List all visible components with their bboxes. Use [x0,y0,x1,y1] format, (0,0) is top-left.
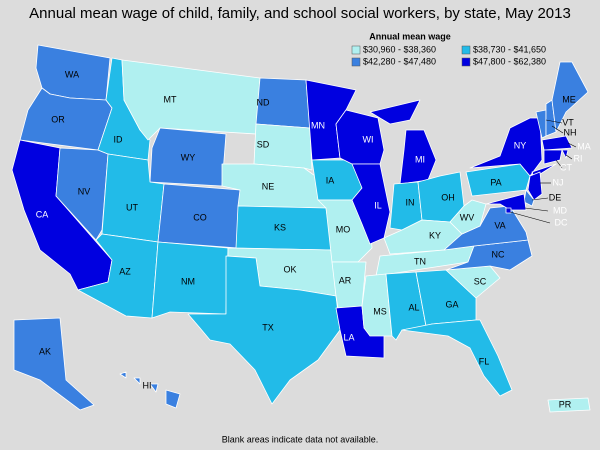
state-region [13,317,95,411]
state-label: MA [577,141,591,151]
legend-swatch [461,57,471,67]
state-labels: WA OR CA NV ID MT WY UT AZ CO NM ND SD NE KS OK TX MN IA MO… [36,69,591,409]
state-label: NE [262,181,275,191]
state-label: ME [562,94,576,104]
state-region [97,57,151,161]
state-label: SD [257,139,270,149]
state-label: NY [514,140,527,150]
leaders [509,119,577,224]
title: Annual mean wage of child, family, and s… [29,5,571,22]
state-label: CO [193,212,207,222]
legend-swatch [351,57,361,67]
state-label: NH [564,127,577,137]
legend-swatch [351,45,361,55]
state-label: MO [336,224,351,234]
state-label: KS [274,222,286,232]
state-label: AR [339,275,352,285]
state-region [543,149,563,165]
state-label: IA [326,175,335,185]
state-label: VA [494,220,505,230]
state-label: MN [311,120,325,130]
state-label: RI [574,153,583,163]
state-label: WA [65,69,79,79]
state-label: FL [479,356,490,366]
state-label: CT [560,162,572,172]
legend-label: $47,800 - $62,380 [473,56,546,66]
state-label: ID [114,134,124,144]
state-label: VT [562,117,574,127]
legend-label: $38,730 - $41,650 [473,44,546,54]
state-label: TX [262,322,274,332]
state-region [527,171,543,201]
state-region [547,397,591,413]
state-label: MS [373,306,387,316]
state-label: NV [78,186,91,196]
legend-label: $30,960 - $38,360 [363,44,436,54]
state-label: SC [474,276,487,286]
state-label: OH [441,192,455,202]
state-label: MI [415,154,425,164]
state-label: UT [126,202,138,212]
state-label: IN [406,197,415,207]
state-region [485,193,527,211]
state-label: CA [36,209,49,219]
state-region [443,205,529,251]
legend-label: $42,280 - $47,480 [363,56,436,66]
state-label: NM [181,276,195,286]
legend: Annual mean wage $30,960 - $38,360 $38,73… [351,31,546,67]
state-region [149,127,227,187]
note: Blank areas indicate data not available. [222,434,379,444]
state-region [445,239,533,271]
state-region [351,163,391,245]
state-region [253,123,313,171]
state-label: DC [555,217,568,227]
state-label: PA [490,177,501,187]
states [11,44,591,413]
state-region [541,135,573,151]
state-label: KY [429,230,441,240]
state-label: LA [343,332,354,342]
state-region [505,207,512,214]
state-region [119,371,181,409]
state-label: IL [374,200,382,210]
state-label: NC [492,249,505,259]
state-label: OR [51,114,65,124]
state-label: WI [363,134,374,144]
state-label: GA [445,299,458,309]
legend-title: Annual mean wage [369,31,451,41]
state-region [551,61,589,133]
state-region [187,255,341,405]
state-label: MT [164,94,177,104]
state-region [561,149,569,159]
state-label: HI [143,380,152,390]
state-label: WV [460,212,475,222]
state-label: DE [549,192,562,202]
state-label: MD [553,205,567,215]
state-region [401,319,513,397]
state-region [151,241,229,319]
legend-swatch [461,45,471,55]
state-region [465,163,531,197]
state-label: NJ [553,177,564,187]
state-label: PR [559,399,572,409]
state-label: AL [408,302,419,312]
state-label: ND [257,97,270,107]
state-label: OK [283,264,296,274]
state-region [335,109,385,165]
state-label: TN [414,256,426,266]
state-label: WY [181,152,196,162]
state-label: AZ [119,266,131,276]
state-label: AK [39,346,51,356]
